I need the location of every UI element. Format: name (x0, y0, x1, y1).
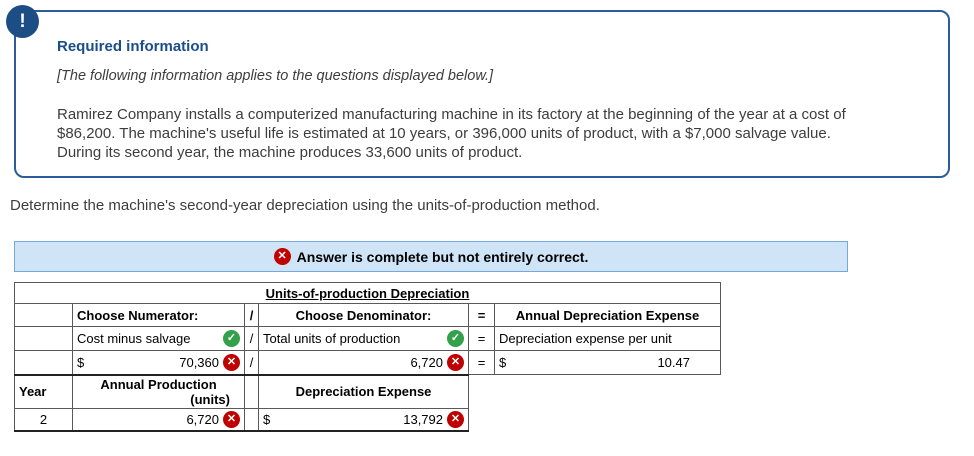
required-information-heading: Required information (57, 38, 209, 55)
x-icon: ✕ (273, 248, 291, 265)
problem-paragraph: Ramirez Company installs a computerized … (57, 105, 928, 162)
info-note: [The following information applies to th… (57, 68, 494, 84)
annual-production-header-line1: Annual Production (100, 376, 217, 392)
denominator-value: 6,720 (410, 354, 443, 370)
expense-value: 13,792 (403, 411, 443, 427)
equals-cell: = (468, 350, 495, 375)
result-label-cell: Depreciation expense per unit (494, 326, 721, 351)
empty-area (468, 374, 721, 408)
table-title-cell: Units-of-production Depreciation (14, 282, 721, 304)
empty-area (468, 408, 721, 431)
x-icon: ✕ (223, 353, 240, 371)
problem-paragraph-line: Ramirez Company installs a computerized … (57, 106, 846, 123)
currency-symbol: $ (499, 355, 507, 370)
problem-paragraph-line: $86,200. The machine's useful life is es… (57, 125, 831, 142)
slash-cell: / (244, 326, 259, 351)
equals-cell: = (468, 326, 495, 351)
annual-production-header-line2: (units) (190, 391, 230, 407)
blank-cell (244, 407, 259, 432)
unit-expense-value-cell: $ 10.47 (494, 350, 721, 375)
numerator-choice-cell[interactable]: Cost minus salvage ✓ (72, 326, 245, 351)
banner-text: Answer is complete but not entirely corr… (296, 248, 589, 265)
alert-icon: ! (6, 5, 39, 38)
blank-cell (14, 350, 73, 375)
numerator-value: 70,360 (179, 354, 219, 370)
blank-header-cell (14, 303, 73, 327)
denominator-value-cell[interactable]: 6,720 ✕ (258, 350, 469, 375)
slash-header-cell: / (244, 303, 259, 327)
unit-expense-value: 10.47 (657, 355, 690, 370)
production-value-cell[interactable]: 6,720 ✕ (72, 407, 245, 432)
check-icon: ✓ (223, 330, 240, 347)
blank-cell (14, 326, 73, 351)
expense-value-cell[interactable]: $ 13,792 ✕ (258, 407, 469, 432)
depreciation-expense-header-cell: Depreciation Expense (258, 373, 469, 409)
equals-header-cell: = (468, 303, 495, 327)
annual-production-header-cell: Annual Production (units) (72, 373, 245, 409)
denominator-choice-cell[interactable]: Total units of production ✓ (258, 326, 469, 351)
numerator-value-cell[interactable]: $ 70,360 ✕ (72, 350, 245, 375)
slash-cell: / (244, 350, 259, 375)
annual-expense-header-cell: Annual Depreciation Expense (494, 303, 721, 327)
question-text: Determine the machine's second-year depr… (10, 197, 600, 214)
required-information-box: Required information [The following info… (14, 10, 950, 178)
depreciation-table: Units-of-production Depreciation Choose … (14, 282, 721, 432)
x-icon: ✕ (223, 410, 240, 428)
denominator-choice-label: Total units of production (263, 331, 401, 346)
year-header-cell: Year (14, 373, 73, 409)
year-value-cell: 2 (14, 407, 73, 432)
currency-symbol: $ (263, 411, 271, 427)
problem-paragraph-line: During its second year, the machine prod… (57, 144, 523, 161)
x-icon: ✕ (447, 353, 464, 371)
check-icon: ✓ (447, 330, 464, 347)
numerator-choice-label: Cost minus salvage (77, 331, 191, 346)
currency-symbol: $ (77, 354, 85, 370)
blank-header-cell (244, 373, 259, 409)
table-title: Units-of-production Depreciation (265, 285, 470, 301)
answer-status-banner: ✕ Answer is complete but not entirely co… (14, 241, 848, 272)
denominator-header-cell: Choose Denominator: (258, 303, 469, 327)
production-value: 6,720 (186, 411, 219, 427)
x-icon: ✕ (447, 410, 464, 428)
numerator-header-cell: Choose Numerator: (72, 303, 245, 327)
